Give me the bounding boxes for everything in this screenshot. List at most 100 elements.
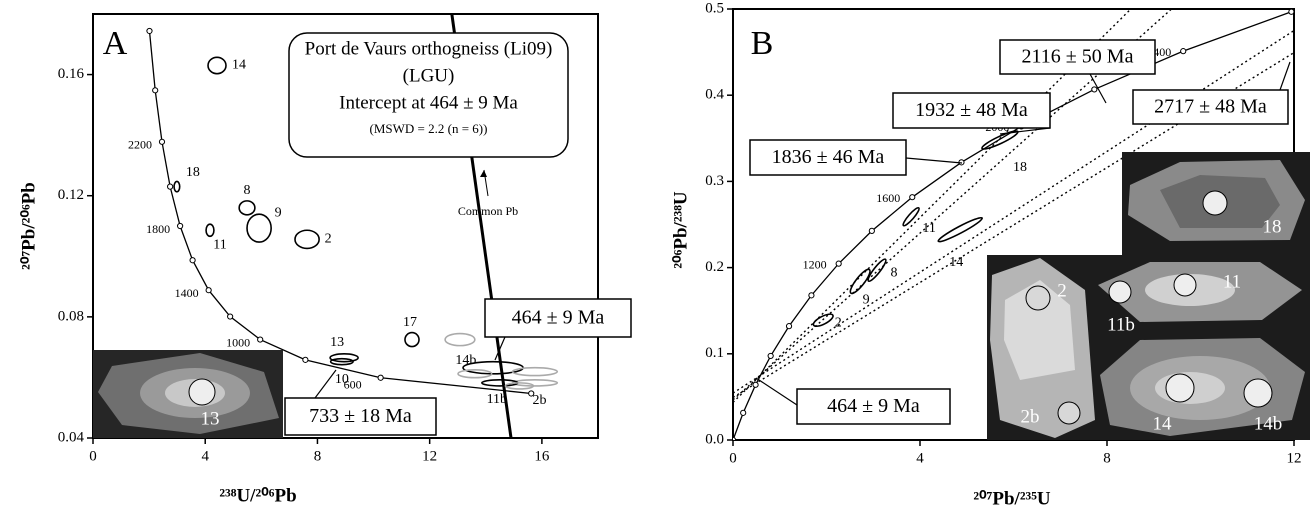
error-ellipse bbox=[511, 366, 559, 377]
age-label: 1800 bbox=[146, 222, 170, 236]
plot-area bbox=[146, 14, 559, 438]
age-label: 2200 bbox=[128, 138, 152, 152]
inset-label: 14b bbox=[1254, 413, 1283, 434]
error-ellipse bbox=[205, 223, 215, 238]
annotation-box bbox=[892, 92, 1051, 129]
ellipse-label: 14 bbox=[232, 58, 246, 73]
annotation-text: 464 ± 9 Ma bbox=[512, 307, 605, 329]
age-point bbox=[752, 381, 759, 388]
inset-label: 13 bbox=[201, 408, 220, 429]
error-ellipse bbox=[867, 258, 887, 283]
age-point bbox=[835, 260, 842, 267]
leader-line bbox=[755, 377, 798, 406]
age-point bbox=[227, 313, 234, 320]
leader-line bbox=[1089, 73, 1107, 104]
ellipse-label: 9 bbox=[275, 205, 282, 220]
concordia-curve bbox=[148, 30, 532, 395]
age-point bbox=[177, 222, 184, 230]
error-ellipse bbox=[457, 369, 493, 379]
age-point bbox=[808, 292, 815, 299]
age-label: 1000 bbox=[226, 335, 250, 349]
age-point bbox=[146, 27, 153, 35]
x-tick-label: 0 bbox=[729, 450, 737, 466]
y-tick-label: 0.12 bbox=[58, 187, 84, 203]
age-label: 1600 bbox=[876, 191, 900, 205]
y-axis-label: ²⁰⁶Pb/²³⁸U bbox=[670, 191, 691, 269]
x-tick-label: 16 bbox=[534, 448, 550, 464]
x-tick-label: 0 bbox=[89, 448, 97, 464]
error-ellipse bbox=[238, 200, 256, 216]
error-ellipse bbox=[444, 332, 476, 347]
annotation-text: 1932 ± 48 Ma bbox=[915, 99, 1028, 121]
x-tick-label: 4 bbox=[916, 450, 924, 466]
y-tick-label: 0.08 bbox=[58, 308, 84, 324]
annotation-box bbox=[484, 298, 632, 338]
x-tick-label: 12 bbox=[1287, 450, 1302, 466]
error-ellipse bbox=[937, 216, 983, 243]
age-point bbox=[158, 138, 166, 145]
leader-line bbox=[314, 369, 337, 399]
error-ellipse bbox=[246, 213, 272, 243]
y-tick-label: 0.2 bbox=[705, 259, 724, 275]
ellipse-label: 14 bbox=[949, 255, 963, 270]
inset-label: 18 bbox=[1263, 216, 1282, 237]
error-ellipse bbox=[173, 180, 181, 193]
age-point bbox=[785, 323, 793, 330]
leader-line bbox=[999, 127, 1051, 135]
error-ellipse bbox=[849, 268, 871, 295]
age-point bbox=[377, 374, 384, 381]
error-ellipse bbox=[902, 206, 920, 227]
panel-label: B bbox=[751, 25, 774, 62]
age-point bbox=[189, 257, 196, 264]
x-tick-label: 8 bbox=[314, 448, 322, 464]
ellipse-label: 2b bbox=[532, 393, 546, 408]
info-box bbox=[288, 32, 569, 158]
y-tick-label: 0.5 bbox=[705, 0, 724, 16]
age-point bbox=[909, 194, 916, 201]
inset-label: 14 bbox=[1153, 413, 1173, 434]
age-point bbox=[205, 287, 212, 294]
error-ellipse bbox=[329, 357, 354, 366]
inset-label: 2 bbox=[1057, 280, 1067, 301]
annotation-text: 2116 ± 50 Ma bbox=[1022, 46, 1134, 68]
age-point bbox=[740, 409, 747, 416]
annotation-text: 733 ± 18 Ma bbox=[309, 405, 412, 427]
age-point bbox=[302, 356, 309, 363]
error-ellipse bbox=[329, 353, 359, 363]
inset-label: 2b bbox=[1021, 406, 1040, 427]
age-point bbox=[767, 352, 774, 360]
ellipse-label: 8 bbox=[244, 183, 251, 198]
annotation-box bbox=[284, 397, 437, 436]
error-ellipse bbox=[404, 331, 420, 348]
y-tick-label: 0.16 bbox=[58, 66, 85, 82]
error-ellipse bbox=[504, 382, 535, 390]
age-point bbox=[868, 227, 875, 234]
info-text: (MSWD = 2.2 (n = 6)) bbox=[370, 121, 488, 136]
inset-image: 18 2 11 11b 2b 14 14b bbox=[987, 152, 1310, 440]
x-tick-label: 4 bbox=[201, 448, 209, 464]
plot-frame bbox=[92, 13, 599, 439]
inset-image: 13 bbox=[93, 350, 283, 438]
ellipse-label: 9 bbox=[863, 293, 870, 308]
ellipse-label: 2 bbox=[835, 315, 842, 330]
error-ellipse bbox=[207, 56, 227, 75]
y-tick-label: 0.0 bbox=[705, 431, 724, 447]
ellipse-label: 11b bbox=[487, 392, 507, 407]
ellipse-label: 18 bbox=[186, 165, 200, 180]
age-point bbox=[1091, 86, 1098, 93]
y-tick-label: 0.04 bbox=[58, 429, 85, 445]
y-axis-label: ²⁰⁷Pb/²⁰⁶Pb bbox=[18, 182, 39, 270]
ellipse-label: 18 bbox=[1013, 160, 1027, 175]
age-point bbox=[1288, 9, 1294, 15]
x-tick-label: 12 bbox=[422, 448, 437, 464]
leader-line bbox=[905, 157, 963, 164]
inset-label: 11b bbox=[1107, 314, 1135, 335]
info-text: Port de Vaurs orthogneiss (Li09) bbox=[305, 38, 553, 59]
annotation-text: 1836 ± 46 Ma bbox=[772, 146, 885, 168]
ellipse-label: 10 bbox=[335, 372, 349, 387]
age-point bbox=[733, 436, 737, 440]
ellipse-label: 8 bbox=[890, 265, 897, 280]
arrow-head bbox=[480, 170, 487, 177]
ellipse-label: 17 bbox=[403, 315, 417, 330]
